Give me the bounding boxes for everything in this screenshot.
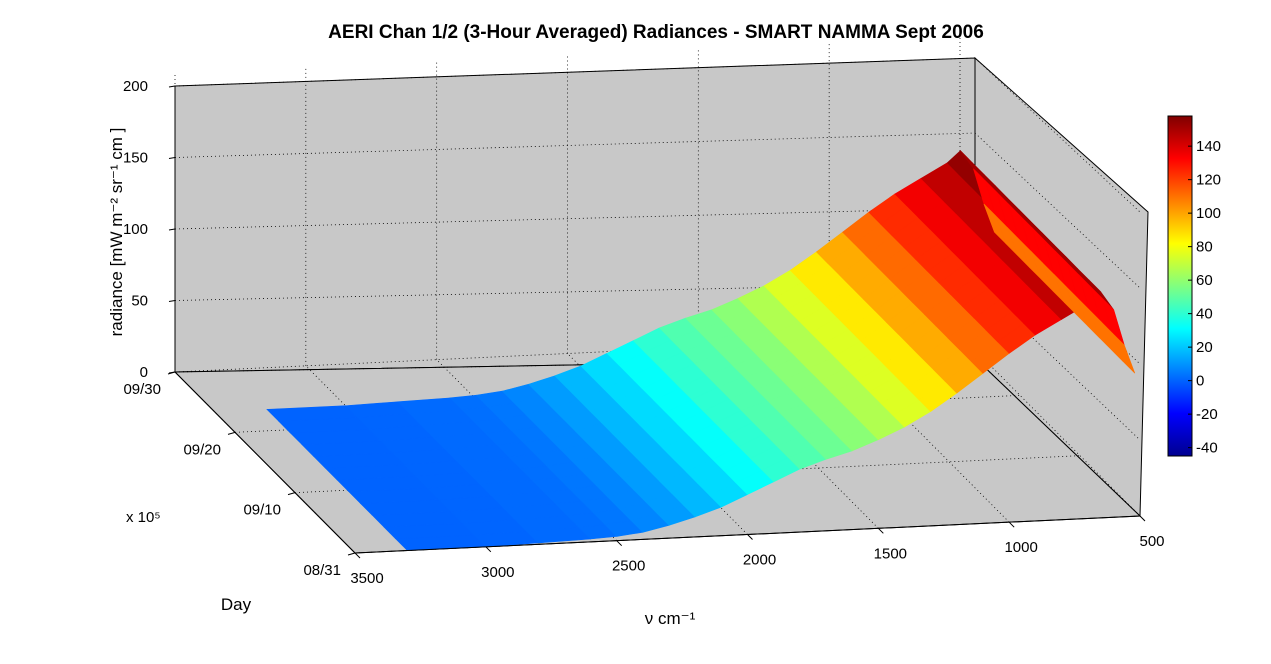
y-tick-mark — [167, 371, 176, 375]
grid-z-side — [974, 132, 1141, 289]
y-tick-label: 09/10 — [243, 502, 281, 519]
surface-patch — [983, 203, 1007, 245]
x-tick-label: 500 — [1139, 533, 1164, 550]
z-tick-mark — [168, 85, 176, 88]
y-axis-line — [174, 371, 356, 554]
y-tick-mark — [347, 552, 356, 556]
colorbar-tick-label: 120 — [1196, 172, 1221, 189]
z-tick-label: 150 — [123, 150, 148, 167]
grid-x-floor — [305, 365, 487, 548]
z-axis-label: radiance [mW m⁻² sr⁻¹ cm ] — [107, 128, 126, 337]
z-tick-label: 200 — [123, 78, 148, 95]
chart-title: AERI Chan 1/2 (3-Hour Averaged) Radiance… — [328, 22, 984, 43]
colorbar-tick-label: -20 — [1196, 406, 1218, 423]
z-tick-mark — [168, 300, 176, 302]
y-tick-mark — [287, 492, 296, 496]
y-axis-multiplier: x 10⁵ — [126, 509, 161, 526]
x-tick-mark — [1139, 515, 1146, 522]
x-ticks: 3500 3000 2500 2000 1500 1000 500 — [350, 515, 1165, 587]
grid-z-back — [174, 207, 976, 230]
x-axis-label: ν cm⁻¹ — [645, 609, 696, 628]
y-tick-label: 08/31 — [303, 562, 341, 579]
grid-z-back — [174, 282, 976, 301]
x-tick-label: 1000 — [1004, 539, 1037, 556]
colorbar-tick-label: 0 — [1196, 373, 1204, 390]
colorbar-tick-label: 20 — [1196, 339, 1213, 356]
x-tick-label: 2000 — [743, 552, 776, 569]
z-tick-label: 50 — [131, 293, 148, 310]
z-ticks: 0 50 100 150 200 — [123, 78, 176, 381]
y-ticks: 08/31 09/10 09/20 09/30 — [123, 371, 356, 579]
z-tick-label: 0 — [140, 364, 148, 381]
x-tick-label: 2500 — [612, 558, 645, 575]
colorbar-ticks: -40 -20 0 20 40 60 80 100 120 140 — [1188, 138, 1221, 457]
x-tick-mark — [877, 527, 884, 534]
grid-z-back — [174, 132, 976, 158]
x-tick-label: 1500 — [874, 545, 907, 562]
z-tick-mark — [168, 157, 176, 159]
colorbar-tick-label: 100 — [1196, 205, 1221, 222]
colorbar — [1167, 115, 1193, 457]
y-tick-label: 09/20 — [183, 441, 221, 458]
x-tick-mark — [354, 552, 361, 559]
x-tick-label: 3000 — [481, 564, 514, 581]
z-tick-label: 100 — [123, 221, 148, 238]
x-tick-label: 3500 — [350, 570, 383, 587]
grid-x-floor — [436, 359, 617, 541]
grid-z-side — [974, 57, 1141, 213]
x-tick-mark — [1008, 521, 1015, 528]
y-axis-label: Day — [221, 595, 252, 614]
x-tick-mark — [747, 534, 753, 540]
colorbar-tick-label: 80 — [1196, 239, 1213, 256]
z-tick-mark — [168, 228, 176, 231]
colorbar-tick-label: -40 — [1196, 440, 1218, 457]
colorbar-tick-label: 60 — [1196, 272, 1213, 289]
grid-z-back — [174, 57, 976, 87]
y-tick-label: 09/30 — [123, 381, 161, 398]
grid-z-back — [174, 357, 976, 373]
x-tick-mark — [616, 540, 623, 547]
y-tick-mark — [227, 431, 236, 435]
colorbar-tick-label: 140 — [1196, 138, 1221, 155]
x-tick-mark — [485, 546, 492, 553]
radiance-surface — [266, 150, 1136, 551]
colorbar-tick-label: 40 — [1196, 306, 1213, 323]
